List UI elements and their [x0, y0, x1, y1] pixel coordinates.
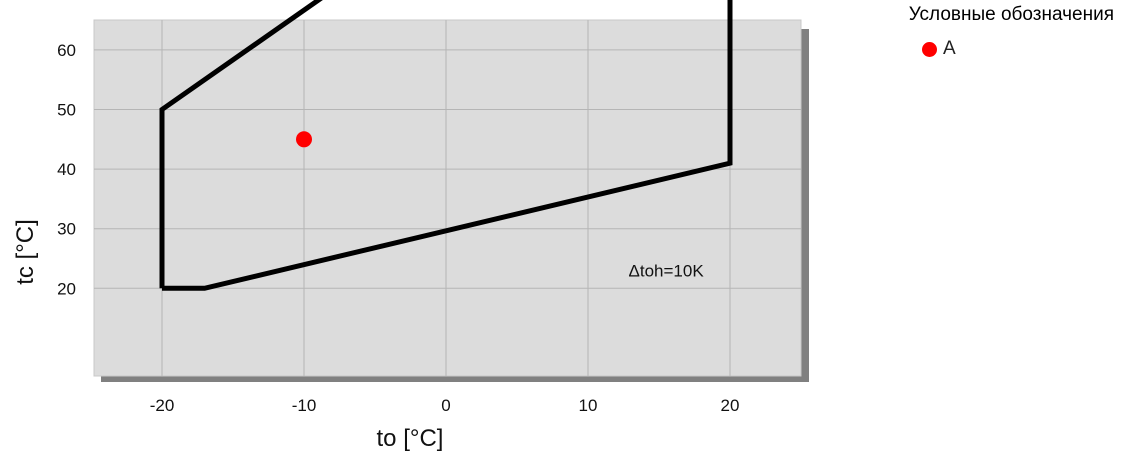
x-axis-title: to [°C]	[377, 425, 444, 452]
plot-area	[93, 19, 802, 377]
x-tick-label: 20	[721, 396, 740, 415]
y-tick-label: 50	[57, 101, 76, 120]
y-tick-label: 30	[57, 220, 76, 239]
y-tick-label: 40	[57, 160, 76, 179]
x-tick-label: -20	[150, 396, 175, 415]
y-tick-label: 60	[57, 41, 76, 60]
annotation-label: Δtoh=10K	[629, 261, 705, 280]
y-tick-labels: 203040506070	[57, 0, 76, 298]
x-tick-label: 0	[441, 396, 450, 415]
x-tick-label: -10	[292, 396, 317, 415]
data-point-a	[296, 131, 312, 148]
x-tick-labels: -20 -10 0 10 20	[150, 396, 740, 415]
x-tick-label: 10	[579, 396, 598, 415]
y-axis-title: tc [°C]	[12, 219, 39, 285]
legend-title: Условные обозначения	[908, 4, 1114, 25]
series-points	[296, 131, 312, 148]
legend-label-a: A	[943, 38, 956, 59]
grid	[94, 20, 801, 376]
envelope-line	[159, 0, 733, 291]
y-tick-label: 20	[57, 279, 76, 298]
legend-item-a: A	[922, 38, 956, 60]
legend-marker-icon	[922, 41, 937, 57]
legend: Условные обозначения A	[830, 4, 1120, 59]
